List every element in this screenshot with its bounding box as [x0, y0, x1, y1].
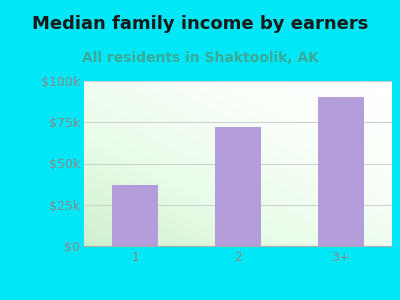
Bar: [112, 185, 158, 246]
Text: Median family income by earners: Median family income by earners: [32, 15, 368, 33]
Text: All residents in Shaktoolik, AK: All residents in Shaktoolik, AK: [82, 51, 318, 65]
Bar: [215, 127, 261, 246]
Bar: [318, 98, 364, 246]
